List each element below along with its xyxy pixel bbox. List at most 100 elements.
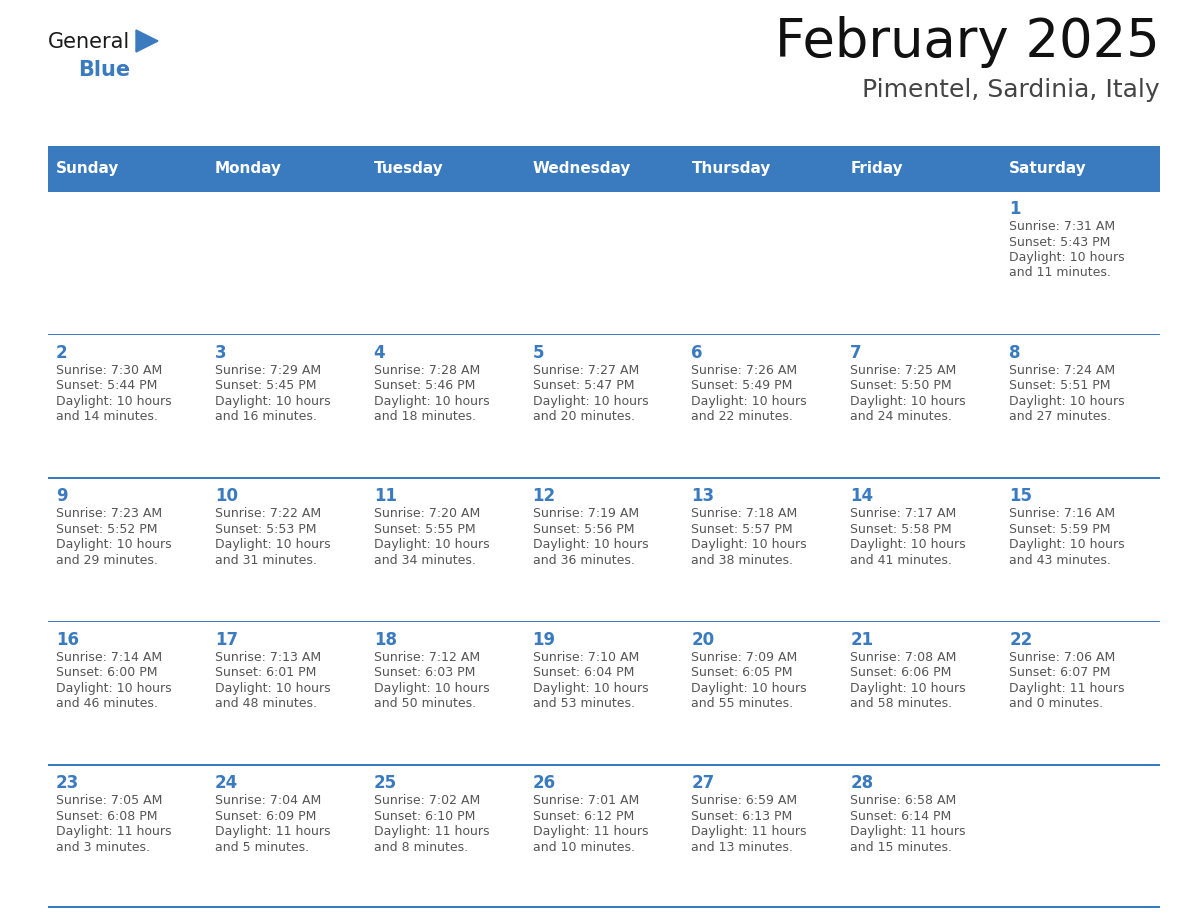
FancyBboxPatch shape — [842, 335, 1001, 477]
FancyBboxPatch shape — [207, 192, 366, 333]
Text: Sunset: 5:44 PM: Sunset: 5:44 PM — [56, 379, 157, 392]
Text: Sunrise: 7:23 AM: Sunrise: 7:23 AM — [56, 508, 162, 521]
Text: 6: 6 — [691, 343, 703, 362]
Text: Sunrise: 7:28 AM: Sunrise: 7:28 AM — [374, 364, 480, 376]
Text: Daylight: 11 hours: Daylight: 11 hours — [851, 825, 966, 838]
Text: Daylight: 10 hours: Daylight: 10 hours — [1009, 251, 1125, 264]
FancyBboxPatch shape — [525, 478, 683, 621]
Text: Thursday: Thursday — [691, 162, 771, 176]
Text: 28: 28 — [851, 775, 873, 792]
Text: Sunrise: 7:08 AM: Sunrise: 7:08 AM — [851, 651, 956, 664]
FancyBboxPatch shape — [525, 148, 683, 190]
FancyBboxPatch shape — [48, 621, 1159, 622]
FancyBboxPatch shape — [1001, 622, 1159, 765]
Text: Saturday: Saturday — [1009, 162, 1087, 176]
FancyBboxPatch shape — [48, 622, 207, 765]
Text: Sunrise: 7:16 AM: Sunrise: 7:16 AM — [1009, 508, 1116, 521]
FancyBboxPatch shape — [683, 148, 842, 190]
Text: 1: 1 — [1009, 200, 1020, 218]
Text: February 2025: February 2025 — [776, 16, 1159, 68]
FancyBboxPatch shape — [207, 766, 366, 908]
FancyBboxPatch shape — [207, 335, 366, 477]
Text: Sunset: 5:52 PM: Sunset: 5:52 PM — [56, 522, 158, 536]
Text: Daylight: 10 hours: Daylight: 10 hours — [56, 538, 171, 551]
FancyBboxPatch shape — [842, 192, 1001, 333]
Text: Sunrise: 7:05 AM: Sunrise: 7:05 AM — [56, 794, 163, 808]
Text: Sunset: 6:13 PM: Sunset: 6:13 PM — [691, 810, 792, 823]
FancyBboxPatch shape — [1001, 192, 1159, 333]
FancyBboxPatch shape — [48, 478, 207, 621]
Text: 23: 23 — [56, 775, 80, 792]
Text: Sunset: 5:45 PM: Sunset: 5:45 PM — [215, 379, 316, 392]
Text: Sunrise: 7:10 AM: Sunrise: 7:10 AM — [532, 651, 639, 664]
Text: Sunrise: 7:14 AM: Sunrise: 7:14 AM — [56, 651, 162, 664]
Text: Sunset: 6:07 PM: Sunset: 6:07 PM — [1009, 666, 1111, 679]
Text: Daylight: 11 hours: Daylight: 11 hours — [1009, 682, 1125, 695]
Text: Monday: Monday — [215, 162, 282, 176]
Text: 7: 7 — [851, 343, 862, 362]
Text: 4: 4 — [374, 343, 385, 362]
FancyBboxPatch shape — [525, 335, 683, 477]
FancyBboxPatch shape — [683, 622, 842, 765]
Text: and 48 minutes.: and 48 minutes. — [215, 698, 317, 711]
Text: Sunrise: 7:02 AM: Sunrise: 7:02 AM — [374, 794, 480, 808]
Text: 14: 14 — [851, 487, 873, 505]
FancyBboxPatch shape — [683, 192, 842, 333]
Text: 18: 18 — [374, 631, 397, 649]
Text: Sunset: 5:55 PM: Sunset: 5:55 PM — [374, 522, 475, 536]
FancyBboxPatch shape — [48, 146, 1159, 148]
Text: and 34 minutes.: and 34 minutes. — [374, 554, 475, 566]
Text: Sunset: 5:59 PM: Sunset: 5:59 PM — [1009, 522, 1111, 536]
Text: Wednesday: Wednesday — [532, 162, 631, 176]
Text: 3: 3 — [215, 343, 227, 362]
Text: Friday: Friday — [851, 162, 903, 176]
FancyBboxPatch shape — [842, 478, 1001, 621]
Text: and 15 minutes.: and 15 minutes. — [851, 841, 953, 854]
Text: Daylight: 11 hours: Daylight: 11 hours — [215, 825, 330, 838]
FancyBboxPatch shape — [366, 148, 525, 190]
Text: Sunset: 5:50 PM: Sunset: 5:50 PM — [851, 379, 952, 392]
Text: Sunday: Sunday — [56, 162, 119, 176]
Text: Sunrise: 7:19 AM: Sunrise: 7:19 AM — [532, 508, 639, 521]
Text: Sunrise: 7:31 AM: Sunrise: 7:31 AM — [1009, 220, 1116, 233]
Text: and 29 minutes.: and 29 minutes. — [56, 554, 158, 566]
Text: and 10 minutes.: and 10 minutes. — [532, 841, 634, 854]
FancyBboxPatch shape — [207, 622, 366, 765]
Text: Daylight: 10 hours: Daylight: 10 hours — [374, 538, 489, 551]
Text: 10: 10 — [215, 487, 238, 505]
FancyBboxPatch shape — [366, 192, 525, 333]
Text: Sunrise: 6:59 AM: Sunrise: 6:59 AM — [691, 794, 797, 808]
Text: Sunset: 6:09 PM: Sunset: 6:09 PM — [215, 810, 316, 823]
Text: Sunset: 5:57 PM: Sunset: 5:57 PM — [691, 522, 794, 536]
FancyBboxPatch shape — [207, 148, 366, 190]
Polygon shape — [135, 30, 158, 52]
FancyBboxPatch shape — [48, 333, 1159, 335]
Text: Sunset: 6:01 PM: Sunset: 6:01 PM — [215, 666, 316, 679]
Text: Sunset: 5:51 PM: Sunset: 5:51 PM — [1009, 379, 1111, 392]
Text: Daylight: 10 hours: Daylight: 10 hours — [691, 538, 807, 551]
Text: Sunrise: 7:20 AM: Sunrise: 7:20 AM — [374, 508, 480, 521]
Text: Sunrise: 7:24 AM: Sunrise: 7:24 AM — [1009, 364, 1116, 376]
Text: 16: 16 — [56, 631, 78, 649]
FancyBboxPatch shape — [683, 478, 842, 621]
Text: Sunrise: 7:27 AM: Sunrise: 7:27 AM — [532, 364, 639, 376]
FancyBboxPatch shape — [683, 335, 842, 477]
Text: General: General — [48, 32, 131, 52]
Text: 2: 2 — [56, 343, 68, 362]
FancyBboxPatch shape — [48, 148, 207, 190]
FancyBboxPatch shape — [683, 766, 842, 908]
Text: Sunset: 5:56 PM: Sunset: 5:56 PM — [532, 522, 634, 536]
Text: and 24 minutes.: and 24 minutes. — [851, 410, 952, 423]
Text: Sunrise: 7:01 AM: Sunrise: 7:01 AM — [532, 794, 639, 808]
Text: Sunset: 5:47 PM: Sunset: 5:47 PM — [532, 379, 634, 392]
Text: Daylight: 10 hours: Daylight: 10 hours — [1009, 395, 1125, 408]
Text: 25: 25 — [374, 775, 397, 792]
Text: Sunset: 6:14 PM: Sunset: 6:14 PM — [851, 810, 952, 823]
Text: Daylight: 10 hours: Daylight: 10 hours — [691, 395, 807, 408]
Text: and 22 minutes.: and 22 minutes. — [691, 410, 794, 423]
Text: 27: 27 — [691, 775, 715, 792]
FancyBboxPatch shape — [1001, 335, 1159, 477]
FancyBboxPatch shape — [1001, 766, 1159, 908]
Text: Sunset: 6:12 PM: Sunset: 6:12 PM — [532, 810, 634, 823]
FancyBboxPatch shape — [1001, 478, 1159, 621]
